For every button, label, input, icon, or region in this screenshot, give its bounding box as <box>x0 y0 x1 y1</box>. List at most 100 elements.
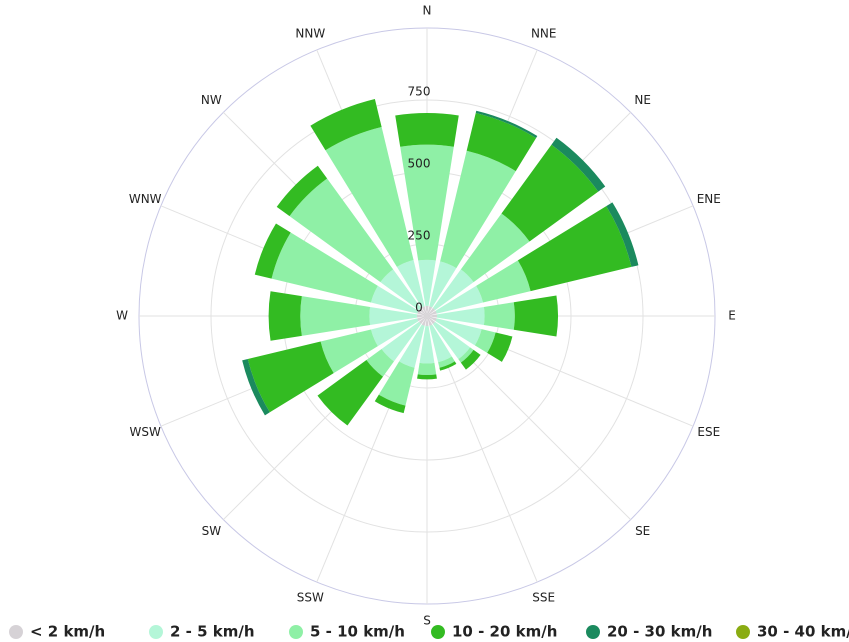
direction-label: NNE <box>531 27 557 41</box>
wind-segment <box>427 310 437 316</box>
wind-segment <box>417 374 437 380</box>
wind-segment <box>400 144 454 261</box>
direction-label: SE <box>635 524 650 538</box>
legend-marker <box>9 625 23 639</box>
wind-segment <box>606 202 639 267</box>
wind-segment <box>432 269 474 311</box>
wind-segment <box>418 316 427 325</box>
wind-segment <box>475 110 538 138</box>
wind-segment <box>418 307 427 316</box>
wind-segment <box>369 306 418 326</box>
legend-marker <box>736 625 750 639</box>
wind-segment <box>427 314 438 318</box>
wind-segment <box>276 165 328 217</box>
wind-segment <box>396 259 425 308</box>
legend-label: < 2 km/h <box>30 623 105 641</box>
wind-segment <box>374 394 406 414</box>
direction-label: WNW <box>129 192 162 206</box>
legend-label: 30 - 40 km/h <box>757 623 849 641</box>
wind-segment <box>440 150 516 269</box>
direction-label: SSE <box>532 590 555 604</box>
wind-segment <box>429 324 452 363</box>
wind-segment <box>381 321 422 362</box>
wind-segment <box>421 306 427 316</box>
wind-segment <box>370 318 419 347</box>
legend-marker <box>149 625 163 639</box>
wind-segment <box>460 349 481 370</box>
wind-segment <box>466 112 537 172</box>
wind-segment <box>417 316 427 322</box>
legend-marker <box>289 625 303 639</box>
y-tick-label: 250 <box>408 229 431 243</box>
wind-segment <box>395 112 459 147</box>
direction-label: ENE <box>697 192 721 206</box>
wind-segment <box>436 306 485 326</box>
wind-segment <box>268 291 302 341</box>
wind-segment <box>425 316 429 327</box>
legend-marker <box>431 625 445 639</box>
legend-label: 20 - 30 km/h <box>607 623 712 641</box>
wind-segment <box>458 347 474 363</box>
wind-segment <box>429 261 457 308</box>
wind-segment <box>418 259 436 307</box>
direction-label: NNW <box>295 27 325 41</box>
wind-segment <box>427 316 437 322</box>
direction-label: NE <box>634 93 651 107</box>
direction-label: W <box>116 309 128 323</box>
wind-segment <box>421 316 427 326</box>
wind-segment <box>419 325 435 364</box>
wind-segment <box>310 98 382 151</box>
wind-segment <box>271 232 378 303</box>
wind-segment <box>427 316 433 326</box>
wind-segment <box>427 306 433 316</box>
wind-segment <box>501 144 599 242</box>
wind-segment <box>476 260 531 303</box>
wind-segment <box>460 213 530 283</box>
y-tick-label: 750 <box>408 85 431 99</box>
wind-segment <box>425 305 429 316</box>
wind-segment <box>242 359 270 416</box>
wind-segment <box>435 285 484 314</box>
wind-segment <box>370 285 419 314</box>
direction-label: SSW <box>297 590 324 604</box>
wind-segment <box>320 329 378 374</box>
direction-label: S <box>423 614 431 628</box>
wind-segment <box>417 362 437 376</box>
wind-segment <box>289 178 394 283</box>
wind-segment <box>427 316 436 325</box>
direction-label: NW <box>201 93 222 107</box>
wind-segment <box>474 329 496 353</box>
wind-segment <box>517 206 632 292</box>
legend-label: 5 - 10 km/h <box>310 623 405 641</box>
direction-label: WSW <box>130 425 161 439</box>
y-tick-label: 0 <box>415 301 423 315</box>
wind-segment <box>380 269 422 311</box>
wind-segment <box>432 321 471 360</box>
wind-segment <box>416 314 427 318</box>
legend-label: 10 - 20 km/h <box>452 623 557 641</box>
wind-segment <box>439 361 457 371</box>
wind-segment <box>427 307 436 316</box>
direction-label: ESE <box>697 425 720 439</box>
wind-segment <box>435 318 482 346</box>
wind-segment <box>438 356 455 368</box>
wind-segment <box>417 310 427 316</box>
wind-segment <box>317 360 383 426</box>
direction-label: N <box>423 4 432 18</box>
wind-segment <box>378 361 415 406</box>
wind-segment <box>254 223 291 279</box>
wind-segment <box>487 332 513 362</box>
wind-segment <box>551 137 606 192</box>
direction-label: E <box>728 309 736 323</box>
wind-segment <box>399 324 425 368</box>
y-tick-label: 500 <box>408 157 431 171</box>
wind-segment <box>247 341 334 413</box>
direction-label: SW <box>202 524 222 538</box>
legend-label: 2 - 5 km/h <box>170 623 255 641</box>
wind-segment <box>325 126 414 267</box>
wind-segment <box>513 295 559 337</box>
wind-segment <box>483 302 515 330</box>
wind-segment <box>300 296 371 336</box>
